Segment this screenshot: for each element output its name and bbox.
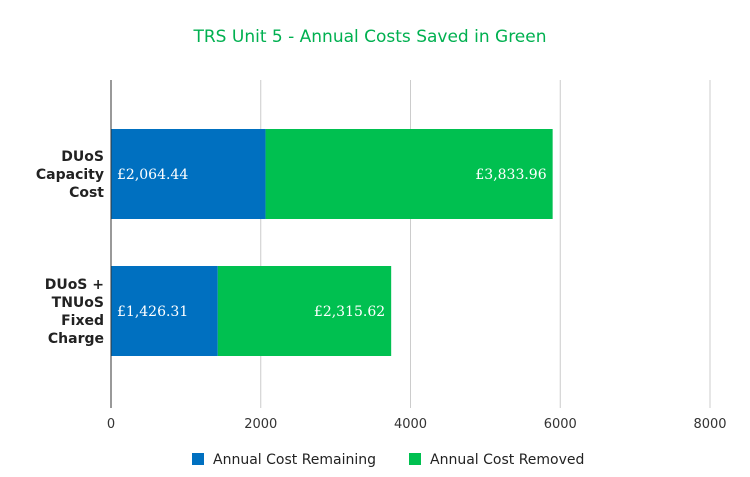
category-label-line: Cost: [69, 185, 104, 201]
category-label-line: TNUoS: [52, 295, 104, 311]
category-label-0: DUoS Capacity Cost: [36, 149, 104, 201]
bars: £2,064.44 £3,833.96 £1,426.31 £2,315.62: [111, 129, 553, 356]
legend-label-1: Annual Cost Removed: [430, 452, 584, 468]
data-label-removed-0: £3,833.96: [475, 167, 546, 183]
category-label-line: DUoS +: [45, 277, 104, 293]
legend-swatch-1: [409, 453, 421, 465]
data-label-removed-1: £2,315.62: [314, 304, 385, 320]
chart-title: TRS Unit 5 - Annual Costs Saved in Green: [192, 27, 546, 47]
category-label-line: DUoS: [61, 149, 104, 165]
category-label-line: Charge: [48, 331, 104, 347]
bar-remaining-1: [111, 266, 218, 356]
category-label-line: Capacity: [36, 167, 104, 183]
legend-swatch-0: [192, 453, 204, 465]
x-tick-label-0: 0: [107, 417, 115, 432]
data-label-remaining-0: £2,064.44: [117, 167, 188, 183]
bar-remaining-0: [111, 129, 266, 219]
legend: Annual Cost Remaining Annual Cost Removed: [192, 452, 584, 468]
legend-label-0: Annual Cost Remaining: [213, 452, 376, 468]
bar-removed-1: [217, 266, 392, 356]
x-tick-label-4000: 4000: [394, 417, 427, 432]
bar-removed-0: [265, 129, 553, 219]
x-tick-label-6000: 6000: [544, 417, 577, 432]
x-tick-labels: 0 2000 4000 6000 8000: [107, 417, 727, 432]
x-tick-label-2000: 2000: [244, 417, 277, 432]
category-label-line: Fixed: [61, 313, 104, 329]
data-label-remaining-1: £1,426.31: [117, 304, 188, 320]
x-tick-label-8000: 8000: [693, 417, 726, 432]
category-label-1: DUoS + TNUoS Fixed Charge: [45, 277, 104, 347]
category-labels: DUoS Capacity Cost DUoS + TNUoS Fixed Charge: [36, 149, 104, 347]
